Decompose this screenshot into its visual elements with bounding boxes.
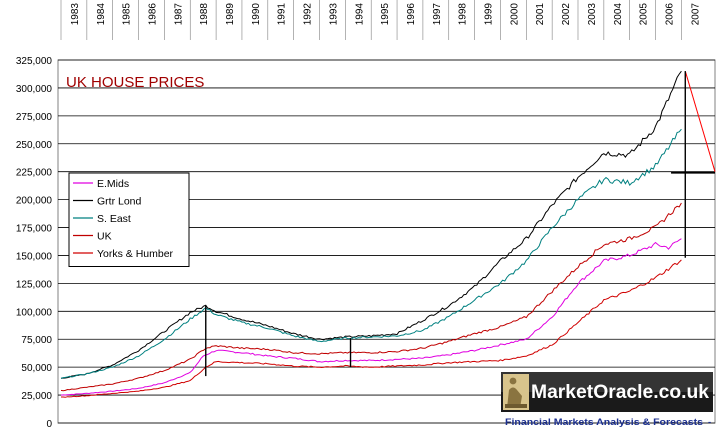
y-tick-label: 225,000 <box>16 168 53 179</box>
y-tick-label: 250,000 <box>16 140 53 151</box>
x-tick-label: 2002 <box>561 3 572 26</box>
x-tick-label: 2004 <box>613 3 624 26</box>
oracle-statue-icon <box>503 374 529 410</box>
x-tick-label: 1997 <box>432 3 443 26</box>
y-tick-label: 25,000 <box>21 391 52 402</box>
x-tick-label: 1983 <box>70 3 81 26</box>
x-tick-label: 1990 <box>251 3 262 26</box>
x-tick-label: 2000 <box>509 3 520 26</box>
legend-item-yorks-humber: Yorks & Humber <box>73 248 174 260</box>
legend-label: E.Mids <box>97 178 129 190</box>
x-tick-label: 1985 <box>122 3 133 26</box>
legend-item-s-east: S. East <box>73 213 131 225</box>
brand-dash: - <box>708 417 711 428</box>
y-tick-label: 300,000 <box>16 84 53 95</box>
annotation-layer <box>205 71 715 377</box>
series-line-e-mids <box>60 238 682 396</box>
logo-highlight <box>501 372 713 392</box>
x-tick-label: 1988 <box>199 3 210 26</box>
y-tick-label: 275,000 <box>16 112 53 123</box>
x-axis-ticks: 1983 1984 1985 1986 1987 1988 1989 1990 1991 1992… <box>60 0 701 40</box>
legend-item-uk: UK <box>73 231 112 243</box>
y-axis-ticks: 0 25,000 50,000 75,000 100,000 125,000 150,000… <box>16 56 53 430</box>
y-tick-label: 0 <box>46 419 52 430</box>
y-tick-label: 175,000 <box>16 224 53 235</box>
legend-label: Grtr Lond <box>97 196 142 208</box>
y-tick-label: 100,000 <box>16 307 53 318</box>
series-layer <box>60 70 716 398</box>
brand-subtitle: Financial Markets Analysis & Forecasts <box>505 417 703 428</box>
y-tick-label: 325,000 <box>16 56 53 67</box>
x-tick-label: 1995 <box>380 3 391 26</box>
y-tick-label: 150,000 <box>16 251 53 262</box>
x-tick-label: 2007 <box>690 3 701 26</box>
branding-logo: MarketOracle.co.uk Financial Markets Ana… <box>501 372 713 428</box>
x-tick-label: 1998 <box>458 3 469 26</box>
x-tick-label: 1987 <box>173 3 184 26</box>
x-tick-label: 2005 <box>639 3 650 26</box>
x-tick-label: 1989 <box>225 3 236 26</box>
series-line-uk <box>60 202 682 392</box>
legend-box <box>68 172 190 267</box>
y-tick-label: 125,000 <box>16 279 53 290</box>
x-tick-label: 1992 <box>303 3 314 26</box>
legend-label: S. East <box>97 213 131 225</box>
y-tick-label: 200,000 <box>16 196 53 207</box>
series-line-s-east <box>60 128 682 379</box>
legend-item-e-mids: E.Mids <box>73 178 129 190</box>
series-line-forecast <box>684 71 716 172</box>
series-line-yorks-humber <box>61 259 682 398</box>
y-tick-label: 50,000 <box>21 363 52 374</box>
legend-label: Yorks & Humber <box>97 248 174 260</box>
legend-label: UK <box>97 231 112 243</box>
x-tick-label: 2006 <box>664 3 675 26</box>
x-tick-label: 1994 <box>354 3 365 26</box>
x-tick-label: 1984 <box>96 3 107 26</box>
x-tick-label: 1996 <box>406 3 417 26</box>
legend: E.Mids Grtr Lond S. East UK Yorks & Humber <box>68 172 190 267</box>
x-tick-label: 1991 <box>277 3 288 26</box>
brand-title: MarketOracle.co.uk <box>531 382 709 403</box>
chart-title: UK HOUSE PRICES <box>66 74 204 91</box>
y-tick-label: 75,000 <box>21 335 52 346</box>
legend-item-grtr-lond: Grtr Lond <box>73 196 142 208</box>
x-tick-label: 2003 <box>587 3 598 26</box>
x-tick-label: 1999 <box>484 3 495 26</box>
series-line-grtr-lond <box>60 70 682 379</box>
x-tick-label: 1986 <box>147 3 158 26</box>
x-tick-label: 2001 <box>535 3 546 26</box>
x-tick-label: 1993 <box>328 3 339 26</box>
